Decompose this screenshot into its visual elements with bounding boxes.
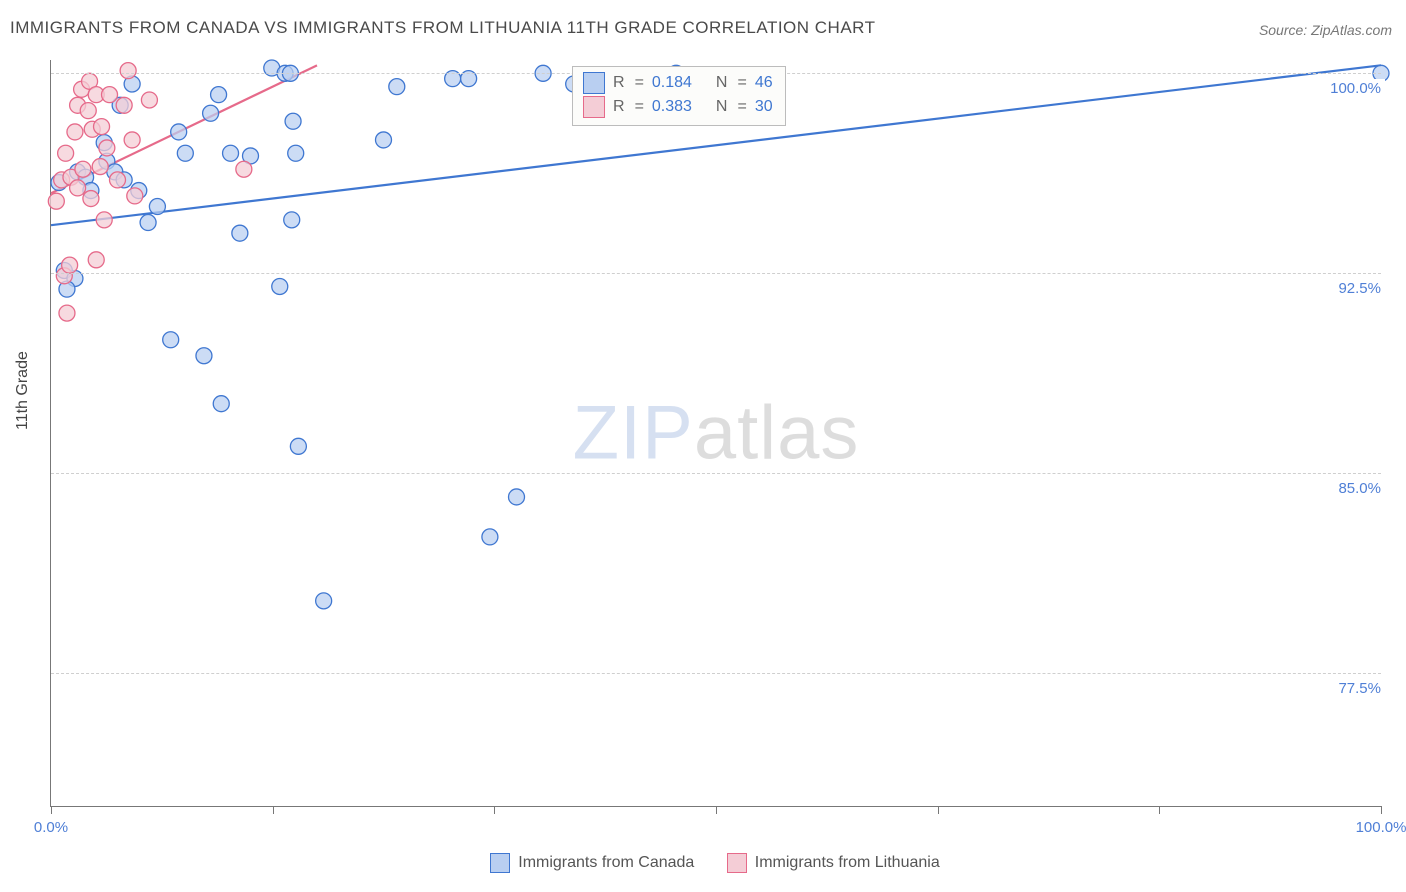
data-point bbox=[223, 145, 239, 161]
x-tick bbox=[1381, 806, 1382, 814]
data-point bbox=[58, 145, 74, 161]
n-label: N bbox=[716, 74, 728, 92]
data-point bbox=[482, 529, 498, 545]
data-point bbox=[96, 212, 112, 228]
data-point bbox=[163, 332, 179, 348]
data-point bbox=[232, 225, 248, 241]
data-point bbox=[509, 489, 525, 505]
data-point bbox=[67, 124, 83, 140]
equals-sign: = bbox=[737, 98, 746, 116]
correlation-legend: R = 0.184 N = 46 R = 0.383 N = 30 bbox=[572, 66, 786, 126]
data-point bbox=[127, 188, 143, 204]
data-point bbox=[376, 132, 392, 148]
y-gridline bbox=[51, 473, 1381, 474]
data-point bbox=[288, 145, 304, 161]
points-svg bbox=[51, 60, 1381, 806]
data-point bbox=[116, 97, 132, 113]
legend-row-lithuania: R = 0.383 N = 30 bbox=[583, 95, 773, 119]
x-tick bbox=[716, 806, 717, 814]
data-point bbox=[203, 105, 219, 121]
data-point bbox=[177, 145, 193, 161]
data-point bbox=[140, 215, 156, 231]
n-value-lithuania: 30 bbox=[755, 98, 773, 116]
equals-sign: = bbox=[737, 74, 746, 92]
x-tick bbox=[938, 806, 939, 814]
n-value-canada: 46 bbox=[755, 74, 773, 92]
data-point bbox=[389, 79, 405, 95]
legend-label-lithuania: Immigrants from Lithuania bbox=[755, 854, 940, 872]
r-value-lithuania: 0.383 bbox=[652, 98, 708, 116]
data-point bbox=[316, 593, 332, 609]
legend-item-lithuania: Immigrants from Lithuania bbox=[727, 853, 940, 873]
legend-row-canada: R = 0.184 N = 46 bbox=[583, 71, 773, 95]
plot-area: ZIPatlas 77.5%85.0%92.5%100.0%0.0%100.0% bbox=[50, 60, 1381, 807]
n-label: N bbox=[716, 98, 728, 116]
y-tick-label: 100.0% bbox=[1326, 79, 1385, 98]
source-label: Source: ZipAtlas.com bbox=[1259, 22, 1392, 38]
x-tick-label: 100.0% bbox=[1356, 819, 1406, 836]
data-point bbox=[290, 438, 306, 454]
chart-title: IMMIGRANTS FROM CANADA VS IMMIGRANTS FRO… bbox=[10, 18, 876, 38]
data-point bbox=[211, 87, 227, 103]
y-gridline bbox=[51, 273, 1381, 274]
chart-container: IMMIGRANTS FROM CANADA VS IMMIGRANTS FRO… bbox=[0, 0, 1406, 892]
x-tick bbox=[273, 806, 274, 814]
equals-sign: = bbox=[635, 98, 644, 116]
data-point bbox=[272, 278, 288, 294]
data-point bbox=[88, 252, 104, 268]
x-tick bbox=[1159, 806, 1160, 814]
legend-item-canada: Immigrants from Canada bbox=[490, 853, 694, 873]
data-point bbox=[99, 140, 115, 156]
data-point bbox=[124, 132, 140, 148]
data-point bbox=[80, 103, 96, 119]
data-point bbox=[102, 87, 118, 103]
r-label: R bbox=[613, 74, 625, 92]
data-point bbox=[213, 396, 229, 412]
y-tick-label: 77.5% bbox=[1334, 679, 1385, 698]
legend-label-canada: Immigrants from Canada bbox=[518, 854, 694, 872]
data-point bbox=[141, 92, 157, 108]
data-point bbox=[48, 193, 64, 209]
data-point bbox=[171, 124, 187, 140]
data-point bbox=[149, 199, 165, 215]
data-point bbox=[284, 212, 300, 228]
legend-swatch-canada bbox=[583, 72, 605, 94]
equals-sign: = bbox=[635, 74, 644, 92]
x-tick bbox=[494, 806, 495, 814]
data-point bbox=[62, 257, 78, 273]
data-point bbox=[110, 172, 126, 188]
data-point bbox=[83, 191, 99, 207]
x-tick bbox=[51, 806, 52, 814]
series-legend: Immigrants from Canada Immigrants from L… bbox=[50, 853, 1380, 878]
y-tick-label: 85.0% bbox=[1334, 479, 1385, 498]
y-gridline bbox=[51, 673, 1381, 674]
legend-swatch-canada bbox=[490, 853, 510, 873]
data-point bbox=[285, 113, 301, 129]
r-value-canada: 0.184 bbox=[652, 74, 708, 92]
y-tick-label: 92.5% bbox=[1334, 279, 1385, 298]
data-point bbox=[59, 305, 75, 321]
data-point bbox=[75, 161, 91, 177]
data-point bbox=[120, 63, 136, 79]
legend-swatch-lithuania bbox=[727, 853, 747, 873]
data-point bbox=[196, 348, 212, 364]
data-point bbox=[94, 119, 110, 135]
data-point bbox=[70, 180, 86, 196]
y-axis-label: 11th Grade bbox=[14, 351, 32, 430]
data-point bbox=[92, 159, 108, 175]
r-label: R bbox=[613, 98, 625, 116]
legend-swatch-lithuania bbox=[583, 96, 605, 118]
x-tick-label: 0.0% bbox=[34, 819, 68, 836]
data-point bbox=[236, 161, 252, 177]
